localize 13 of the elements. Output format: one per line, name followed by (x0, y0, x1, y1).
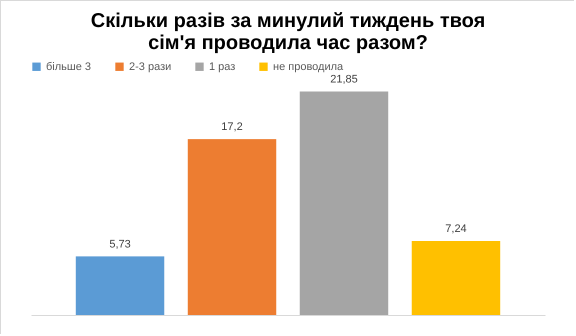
bar (412, 240, 500, 315)
bar (188, 139, 276, 315)
data-label: 5,73 (109, 238, 131, 250)
legend-label: більше 3 (46, 60, 92, 73)
legend-label: 2-3 рази (129, 60, 172, 73)
chart-title: Скільки разів за минулий тиждень твоя сім'я проводила час разом? (90, 10, 486, 54)
legend-label: 1 раз (209, 60, 236, 73)
bar (300, 92, 388, 315)
bar (76, 256, 164, 315)
legend-label: не проводила (273, 60, 344, 73)
data-label: 21,85 (330, 74, 358, 86)
data-label: 17,2 (221, 121, 243, 134)
data-label: 7,24 (445, 222, 467, 235)
